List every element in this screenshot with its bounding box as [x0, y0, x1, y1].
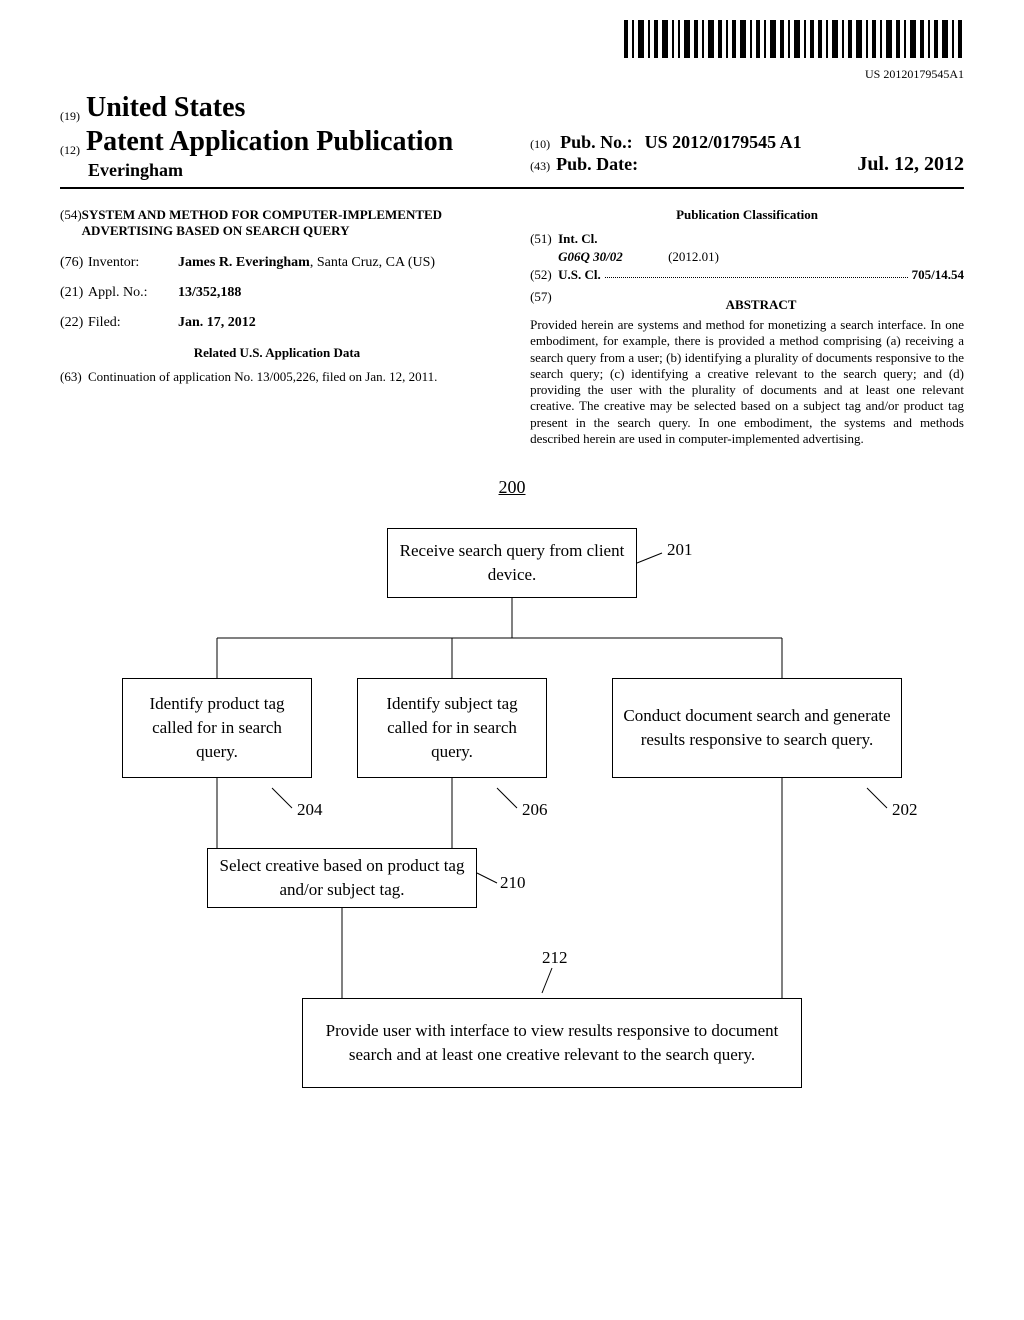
related-heading: Related U.S. Application Data: [60, 345, 494, 361]
continuation-text: Continuation of application No. 13/005,2…: [88, 369, 494, 385]
ref-204: 204: [297, 800, 323, 820]
barcode: [60, 20, 964, 63]
pub-no-label: Pub. No.:: [560, 132, 633, 152]
ref-206: 206: [522, 800, 548, 820]
barcode-text: US 20120179545A1: [60, 67, 964, 82]
flowchart: Receive search query from client device.…: [102, 528, 922, 1148]
flow-box-201: Receive search query from client device.: [387, 528, 637, 598]
uscl-label: U.S. Cl.: [558, 267, 601, 283]
title-num: (54): [60, 207, 82, 239]
uscl-val: 705/14.54: [912, 267, 964, 283]
appl-label: Appl. No.:: [88, 285, 178, 301]
pub-no-prefix: (10): [530, 137, 550, 151]
inventor-label: Inventor:: [88, 255, 178, 271]
filed-label: Filed:: [88, 315, 178, 331]
pub-date-prefix: (43): [530, 159, 550, 174]
abstract-text: Provided herein are systems and method f…: [530, 317, 964, 447]
inventor-name: James R. Everingham: [178, 255, 310, 270]
author-name: Everingham: [88, 160, 494, 181]
country-name: United States: [86, 92, 245, 124]
inventor-num: (76): [60, 255, 88, 271]
pub-class-heading: Publication Classification: [530, 207, 964, 223]
ref-202: 202: [892, 800, 918, 820]
figure-number: 200: [60, 477, 964, 498]
ref-210: 210: [500, 873, 526, 893]
pub-date-label: Pub. Date:: [556, 154, 638, 175]
inventor-loc: , Santa Cruz, CA (US): [310, 255, 435, 270]
flow-box-206: Identify subject tag called for in searc…: [357, 678, 547, 778]
pub-prefix: (12): [60, 143, 80, 158]
flow-box-202: Conduct document search and generate res…: [612, 678, 902, 778]
invention-title: SYSTEM AND METHOD FOR COMPUTER-IMPLEMENT…: [82, 207, 494, 239]
pub-type: Patent Application Publication: [86, 126, 453, 158]
intcl-year: (2012.01): [668, 249, 719, 265]
ref-212: 212: [542, 948, 568, 968]
country-prefix: (19): [60, 109, 80, 124]
intcl-label: Int. Cl.: [558, 231, 597, 247]
filed-num: (22): [60, 315, 88, 331]
divider: [60, 187, 964, 189]
flow-box-212: Provide user with interface to view resu…: [302, 998, 802, 1088]
pub-date-value: Jul. 12, 2012: [857, 153, 964, 176]
continuation-num: (63): [60, 369, 88, 385]
pub-no-value: US 2012/0179545 A1: [645, 132, 802, 152]
appl-num: (21): [60, 285, 88, 301]
abstract-heading: ABSTRACT: [558, 297, 964, 313]
abstract-num: (57): [530, 289, 558, 317]
flow-box-210: Select creative based on product tag and…: [207, 848, 477, 908]
dotfill: [605, 267, 908, 278]
flow-box-204: Identify product tag called for in searc…: [122, 678, 312, 778]
intcl-code: G06Q 30/02: [558, 249, 668, 265]
filed-val: Jan. 17, 2012: [178, 315, 256, 330]
uscl-num: (52): [530, 267, 558, 283]
ref-201: 201: [667, 540, 693, 560]
appl-val: 13/352,188: [178, 285, 241, 300]
intcl-num: (51): [530, 231, 558, 247]
